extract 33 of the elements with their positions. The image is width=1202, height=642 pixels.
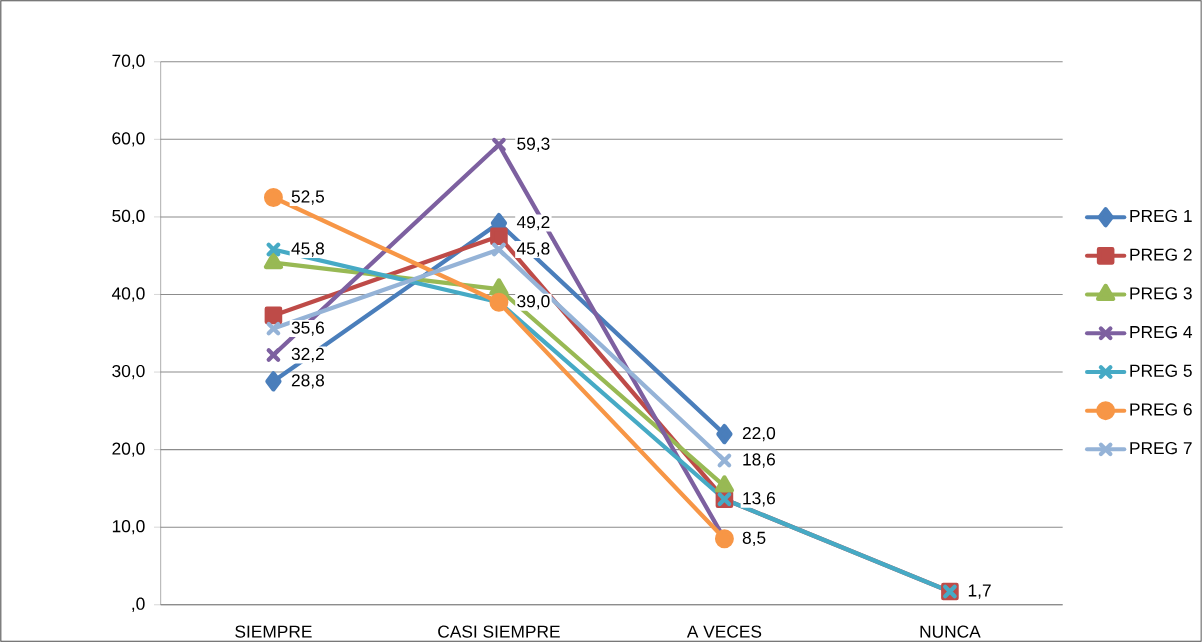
y-tick-label: 60,0: [112, 132, 145, 147]
x-tick-label: A VECES: [686, 625, 762, 638]
legend-label: PREG 7: [1130, 442, 1192, 455]
legend-label: PREG 1: [1130, 209, 1192, 223]
y-tick-label: 20,0: [112, 442, 145, 457]
data-label: 1,7: [968, 584, 991, 599]
legend-label: PREG 3: [1130, 287, 1192, 300]
data-label: 8,5: [742, 531, 766, 546]
data-label: 22,0: [742, 426, 776, 442]
data-label: 18,6: [743, 453, 775, 468]
x-tick-label: SIEMPRE: [235, 625, 312, 638]
legend-label: PREG 5: [1130, 364, 1192, 377]
data-label: 59,3: [517, 137, 550, 152]
data-label: 35,6: [291, 321, 325, 336]
x-tick-label: CASI SIEMPRE: [438, 625, 560, 638]
y-tick-label: ,0: [132, 597, 145, 612]
data-label: 13,6: [743, 492, 775, 507]
data-label: 39,0: [517, 295, 550, 310]
data-label: 52,5: [291, 190, 325, 205]
data-label: 28,8: [291, 374, 325, 389]
y-tick-label: 10,0: [112, 520, 145, 535]
y-tick-label: 70,0: [112, 54, 145, 69]
data-label: 45,8: [516, 242, 550, 257]
legend-label: PREG 2: [1130, 248, 1192, 261]
y-tick-label: 50,0: [112, 209, 145, 225]
data-label: 45,8: [291, 242, 325, 257]
x-tick-label: NUNCA: [920, 625, 981, 638]
y-tick-label: 40,0: [111, 287, 145, 302]
data-label: 49,2: [516, 215, 550, 231]
legend-label: PREG 4: [1130, 325, 1193, 339]
legend-label: PREG 6: [1130, 403, 1192, 416]
data-label: 32,2: [291, 347, 324, 363]
y-tick-label: 30,0: [112, 364, 145, 380]
